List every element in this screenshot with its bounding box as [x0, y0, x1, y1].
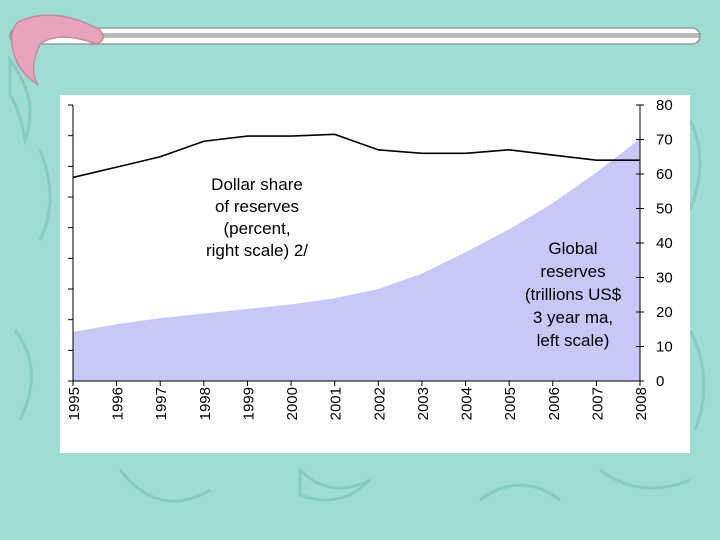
x-tick-label-1999: 1999 — [240, 387, 257, 420]
x-tick-label-2002: 2002 — [371, 387, 388, 420]
x-tick-label-2001: 2001 — [328, 387, 345, 420]
global-reserves-annotation-line: reserves — [540, 262, 605, 281]
right-tick-label: 40 — [656, 235, 673, 252]
right-tick-label: 50 — [656, 201, 673, 218]
x-tick-label-2005: 2005 — [502, 387, 519, 420]
boomerang-decorations — [8, 55, 706, 503]
global-reserves-annotation-line: 3 year ma, — [533, 308, 613, 327]
global-reserves-annotation-line: left scale) — [537, 331, 610, 350]
boomerang-logo — [10, 14, 104, 86]
line-layer — [72, 133, 641, 179]
title-bar-decoration — [9, 27, 701, 45]
x-tick-label-2000: 2000 — [284, 387, 301, 420]
annotations-layer: Dollar share of reserves (percent, right sc… — [206, 175, 622, 350]
dollar-share-annotation-line: right scale) 2/ — [206, 241, 308, 260]
x-tick-label-1996: 1996 — [110, 387, 127, 420]
global-reserves-area — [73, 138, 640, 381]
labels-layer: 0123456789010203040506070801995199619971… — [66, 97, 673, 420]
x-tick-label-1995: 1995 — [66, 387, 83, 420]
chart-panel: 0123456789010203040506070801995199619971… — [60, 95, 690, 453]
global-reserves-annotation-line: Global — [548, 239, 597, 258]
right-tick-label: 30 — [656, 270, 673, 287]
chart: 0123456789010203040506070801995199619971… — [66, 97, 673, 420]
dollar-share-annotation-line: of reserves — [215, 197, 299, 216]
x-tick-label-2003: 2003 — [415, 387, 432, 420]
right-tick-label: 80 — [656, 97, 673, 114]
right-tick-label: 70 — [656, 132, 673, 149]
right-tick-label: 20 — [656, 304, 673, 321]
global-reserves-annotation-line: (trillions US$ — [525, 285, 622, 304]
right-tick-label: 10 — [656, 339, 673, 356]
x-tick-label-2008: 2008 — [633, 387, 650, 420]
axes-layer — [68, 104, 644, 386]
x-tick-label-2004: 2004 — [459, 387, 476, 420]
x-tick-label-2006: 2006 — [546, 387, 563, 420]
x-tick-label-1998: 1998 — [197, 387, 214, 420]
dollar-share-line — [72, 133, 640, 179]
dollar-share-annotation-line: Dollar share — [211, 175, 303, 194]
dollar-share-annotation-line: (percent, — [223, 219, 290, 238]
right-tick-label: 60 — [656, 166, 673, 183]
x-tick-label-1997: 1997 — [153, 387, 170, 420]
right-tick-label: 0 — [656, 373, 664, 390]
x-tick-label-2007: 2007 — [589, 387, 606, 420]
